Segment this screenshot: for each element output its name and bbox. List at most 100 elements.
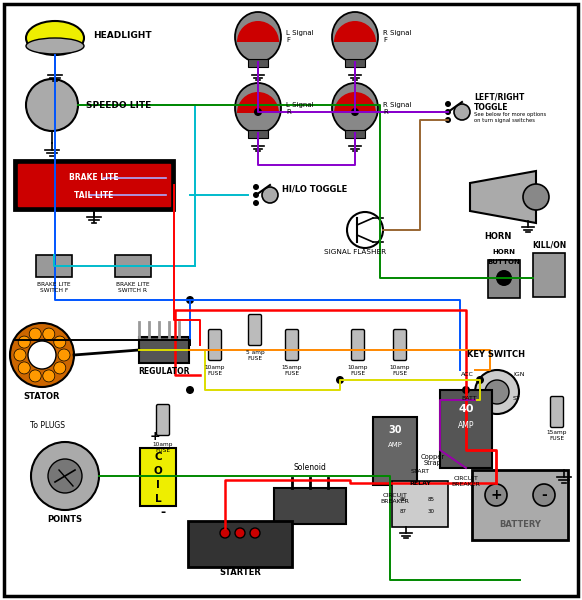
- Circle shape: [533, 484, 555, 506]
- Bar: [248, 130, 268, 138]
- Text: IGN: IGN: [513, 372, 524, 377]
- Circle shape: [43, 328, 55, 340]
- FancyBboxPatch shape: [440, 390, 492, 468]
- Text: BUTTON: BUTTON: [488, 259, 520, 265]
- Circle shape: [445, 117, 451, 123]
- Circle shape: [43, 370, 55, 382]
- Circle shape: [29, 328, 41, 340]
- Text: See below for more options
on turn signal switches: See below for more options on turn signa…: [474, 112, 546, 123]
- Circle shape: [29, 370, 41, 382]
- Wedge shape: [334, 92, 376, 113]
- Ellipse shape: [26, 38, 84, 54]
- Circle shape: [253, 200, 259, 206]
- Text: KILL/ON: KILL/ON: [532, 240, 566, 249]
- Ellipse shape: [26, 21, 84, 55]
- Text: HEADLIGHT: HEADLIGHT: [93, 31, 152, 40]
- Text: HI/LO TOGGLE: HI/LO TOGGLE: [282, 185, 347, 194]
- Wedge shape: [237, 21, 279, 42]
- Circle shape: [26, 79, 78, 131]
- Ellipse shape: [235, 12, 281, 62]
- FancyBboxPatch shape: [533, 253, 565, 297]
- Text: 30: 30: [428, 509, 435, 514]
- FancyBboxPatch shape: [392, 481, 448, 527]
- Text: L: L: [155, 494, 161, 504]
- Text: L Signal
F: L Signal F: [286, 31, 314, 43]
- FancyBboxPatch shape: [373, 417, 417, 485]
- Bar: [18, 164, 170, 206]
- Text: R Signal
R: R Signal R: [383, 101, 411, 115]
- Text: 10amp
FUSE: 10amp FUSE: [152, 442, 173, 453]
- FancyBboxPatch shape: [115, 255, 151, 277]
- Text: CIRCUIT
BREAKER: CIRCUIT BREAKER: [381, 493, 410, 504]
- Text: START: START: [410, 469, 430, 474]
- Text: 40: 40: [458, 404, 474, 414]
- Text: KEY SWITCH: KEY SWITCH: [467, 350, 525, 359]
- Bar: [248, 59, 268, 67]
- Circle shape: [485, 380, 509, 404]
- Text: I: I: [156, 480, 160, 490]
- FancyBboxPatch shape: [157, 404, 169, 436]
- Text: SIGNAL FLASHER: SIGNAL FLASHER: [324, 249, 386, 255]
- Text: BRAKE LITE
SWITCH R: BRAKE LITE SWITCH R: [116, 282, 150, 293]
- Text: RELAY: RELAY: [409, 481, 431, 486]
- Circle shape: [253, 192, 259, 198]
- Text: HORN: HORN: [492, 249, 516, 255]
- Text: 10amp
FUSE: 10amp FUSE: [390, 365, 410, 376]
- Circle shape: [10, 323, 74, 387]
- Text: +: +: [150, 430, 161, 443]
- Text: POINTS: POINTS: [48, 515, 83, 524]
- Circle shape: [14, 349, 26, 361]
- Text: 86: 86: [400, 497, 407, 502]
- Circle shape: [445, 101, 451, 107]
- Circle shape: [31, 442, 99, 510]
- Text: 10amp
FUSE: 10amp FUSE: [348, 365, 368, 376]
- Text: BATT: BATT: [461, 396, 477, 401]
- Text: AMP: AMP: [458, 421, 474, 430]
- Circle shape: [523, 184, 549, 210]
- Text: R Signal
F: R Signal F: [383, 31, 411, 43]
- Circle shape: [462, 386, 470, 394]
- Circle shape: [235, 528, 245, 538]
- Text: O: O: [154, 466, 162, 476]
- FancyBboxPatch shape: [140, 448, 176, 506]
- Circle shape: [347, 212, 383, 248]
- FancyBboxPatch shape: [188, 521, 292, 567]
- Text: -: -: [541, 488, 547, 502]
- Circle shape: [445, 109, 451, 115]
- Text: REGULATOR: REGULATOR: [139, 367, 190, 376]
- Circle shape: [262, 187, 278, 203]
- Circle shape: [485, 484, 507, 506]
- FancyBboxPatch shape: [286, 329, 299, 361]
- Text: 15amp
FUSE: 15amp FUSE: [282, 365, 302, 376]
- Text: ACC: ACC: [461, 372, 474, 377]
- Bar: [472, 470, 568, 540]
- Text: LEFT/RIGHT: LEFT/RIGHT: [474, 93, 524, 102]
- Text: Solenoid: Solenoid: [293, 463, 327, 472]
- Bar: [345, 130, 365, 138]
- Text: 85: 85: [428, 497, 435, 502]
- Circle shape: [48, 459, 82, 493]
- Text: SPEEDO LITE: SPEEDO LITE: [86, 100, 151, 109]
- Circle shape: [496, 270, 512, 286]
- Circle shape: [220, 528, 230, 538]
- Text: STARTER: STARTER: [219, 568, 261, 577]
- Text: AMP: AMP: [388, 442, 402, 448]
- FancyBboxPatch shape: [139, 337, 189, 363]
- Circle shape: [54, 336, 66, 348]
- Text: -: -: [160, 506, 165, 519]
- Ellipse shape: [332, 12, 378, 62]
- FancyBboxPatch shape: [274, 488, 346, 524]
- Circle shape: [254, 108, 262, 116]
- Text: BRAKE LITE: BRAKE LITE: [69, 173, 119, 182]
- Circle shape: [18, 362, 30, 374]
- Text: Copper
Strap: Copper Strap: [421, 454, 445, 467]
- Ellipse shape: [235, 83, 281, 133]
- FancyBboxPatch shape: [249, 314, 261, 346]
- FancyBboxPatch shape: [208, 329, 222, 361]
- Text: BRAKE LITE
SWITCH F: BRAKE LITE SWITCH F: [37, 282, 71, 293]
- Circle shape: [186, 386, 194, 394]
- Circle shape: [58, 349, 70, 361]
- Wedge shape: [237, 92, 279, 113]
- Circle shape: [351, 108, 359, 116]
- Text: CIRCUIT
BREAKER: CIRCUIT BREAKER: [452, 476, 480, 487]
